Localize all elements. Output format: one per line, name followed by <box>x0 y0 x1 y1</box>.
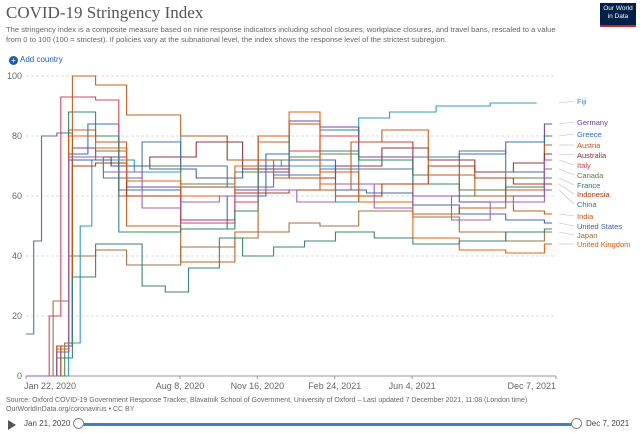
x-tick-label: Jun 4, 2021 <box>389 381 436 391</box>
series-line-fiji <box>26 102 537 377</box>
series-label: Austria <box>577 141 601 150</box>
label-connector <box>558 100 575 104</box>
x-tick-label: Dec 7, 2021 <box>507 381 556 391</box>
label-connector <box>558 121 575 125</box>
label-connector <box>558 231 575 236</box>
series-label: Italy <box>577 161 591 170</box>
label-connector <box>558 222 575 227</box>
logo-line-1: Our World <box>603 5 633 12</box>
series-line-indonesia <box>26 162 553 377</box>
source-url[interactable]: OurWorldInData.org/coronavirus • CC BY <box>6 406 135 413</box>
series-line-greece <box>26 123 553 377</box>
y-tick-label: 0 <box>17 371 22 381</box>
series-label: Fiji <box>577 97 587 106</box>
series-label: France <box>577 181 600 190</box>
chart-subtitle: The stringency index is a composite meas… <box>6 25 556 44</box>
timeline-control[interactable]: Jan 21, 2020 Dec 7, 2021 <box>0 418 640 433</box>
series-label: Japan <box>577 231 597 240</box>
series-label: Australia <box>577 151 607 160</box>
label-connector <box>558 168 575 176</box>
series-label: Greece <box>577 130 602 139</box>
series-line-unlabeled-14 <box>26 228 553 377</box>
timeline-start-handle[interactable] <box>73 418 84 429</box>
timeline-end-handle[interactable] <box>571 418 582 429</box>
x-tick-label: Nov 16, 2020 <box>231 381 285 391</box>
add-country-label: Add country <box>20 55 63 64</box>
series-line-japan <box>26 210 553 377</box>
y-tick-label: 20 <box>12 311 22 321</box>
label-connector <box>558 189 575 205</box>
label-connector <box>558 177 575 186</box>
label-connector <box>558 153 575 156</box>
logo-line-2: in Data <box>607 13 629 20</box>
series-line-canada <box>26 150 553 377</box>
y-tick-label: 40 <box>12 251 22 261</box>
label-connector <box>558 183 575 195</box>
series-label: China <box>577 200 597 209</box>
label-connector <box>558 159 575 166</box>
series-label: Indonesia <box>577 190 610 199</box>
add-country-button[interactable]: + Add country <box>9 55 63 65</box>
owid-logo[interactable]: Our World in Data <box>600 3 636 27</box>
chart-title: COVID-19 Stringency Index <box>6 3 204 22</box>
series-label: United Kingdom <box>577 240 630 249</box>
series-label: Canada <box>577 171 604 180</box>
play-icon[interactable] <box>8 420 16 430</box>
series-label: Germany <box>577 118 608 127</box>
timeline-start-label: Jan 21, 2020 <box>24 419 71 428</box>
series-line-unlabeled-15 <box>26 156 553 377</box>
label-connector <box>558 213 575 217</box>
label-connector <box>558 133 575 137</box>
source-note: Source: Oxford COVID-19 Government Respo… <box>6 396 606 414</box>
series-line-united-kingdom <box>26 111 553 377</box>
line-chart[interactable]: 0 20 40 60 80 100 Jan 22, 2020 Aug 8, 2020 Nov 1… <box>0 64 640 394</box>
series-line-china <box>26 132 553 335</box>
logo-bar <box>600 25 636 27</box>
x-tick-label: Feb 24, 2021 <box>308 381 361 391</box>
source-text: Source: Oxford COVID-19 Government Respo… <box>6 397 528 404</box>
timeline-end-label: Dec 7, 2021 <box>586 419 630 428</box>
series-line-india <box>26 75 553 377</box>
series-line-austria <box>26 123 553 377</box>
series-label: India <box>577 212 594 221</box>
x-tick-label: Aug 8, 2020 <box>156 381 205 391</box>
series-line-australia <box>26 141 553 377</box>
plus-icon: + <box>9 56 18 65</box>
y-tick-label: 80 <box>12 131 22 141</box>
timeline-track[interactable] <box>78 423 576 426</box>
series-line-united-states <box>26 159 553 377</box>
y-tick-label: 100 <box>7 71 22 81</box>
y-tick-label: 60 <box>12 191 22 201</box>
series-label: United States <box>577 222 622 231</box>
x-tick-label: Jan 22, 2020 <box>24 381 76 391</box>
